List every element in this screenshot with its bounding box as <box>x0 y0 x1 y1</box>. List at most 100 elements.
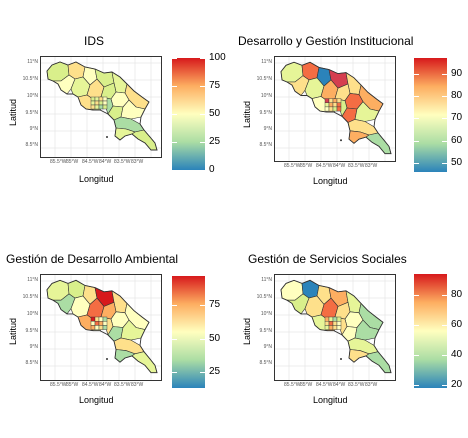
canton-region <box>102 100 108 106</box>
canton-region <box>328 316 334 322</box>
canton-region <box>324 102 330 108</box>
legend-tick-mark <box>442 325 447 326</box>
legend-tick-label: 50 <box>451 157 463 169</box>
y-tick-label: 11°N <box>27 277 38 283</box>
map-plot-area <box>274 56 396 162</box>
map-panel-desarrollo-institucional: Desarrollo y Gestión Institucional Latit… <box>234 0 468 219</box>
legend-tick-mark <box>172 372 177 373</box>
x-tick-label: 83.5°W <box>348 382 365 388</box>
canton-region <box>102 321 108 326</box>
x-tick-label: 83°W <box>365 382 378 388</box>
legend-tick-mark <box>442 163 447 165</box>
legend-tick-label: 90 <box>451 67 463 79</box>
x-tick-label: 83.5°W <box>114 159 131 165</box>
y-tick-label: 11°N <box>261 277 272 283</box>
x-tick-label: 84°W <box>333 163 346 169</box>
y-tick-label: 8.5°N <box>25 360 38 366</box>
legend-tick-mark <box>200 58 205 59</box>
legend-tick-mark <box>172 114 177 115</box>
canton-region <box>90 100 96 106</box>
y-tick-label: 11°N <box>27 59 38 65</box>
y-tick-label: 9.5°N <box>25 110 38 116</box>
legend-tick-label: 80 <box>451 289 463 300</box>
x-tick-label: 85°W <box>300 382 313 388</box>
country-outline <box>280 61 392 155</box>
canton-region <box>98 325 104 330</box>
canton-region <box>90 325 96 330</box>
x-tick-label: 83°W <box>131 159 144 165</box>
legend-tick-label: 70 <box>451 112 463 124</box>
canton-region <box>332 316 338 322</box>
legend-tick-label: 0 <box>209 164 215 175</box>
legend-tick-mark <box>200 372 205 373</box>
canton-region <box>365 132 392 154</box>
island-marker <box>106 358 108 360</box>
color-legend: 100 75 50 25 0 <box>172 52 226 175</box>
canton-region <box>336 102 342 108</box>
x-tick-label: 85°W <box>66 382 79 388</box>
legend-gradient-bar <box>172 58 205 170</box>
canton-region <box>324 106 330 112</box>
color-legend: 90 80 70 60 50 <box>414 58 462 172</box>
panel-title: Desarrollo y Gestión Institucional <box>238 34 414 48</box>
canton-region <box>328 321 334 326</box>
x-tick-label: 84.5°W <box>316 382 333 388</box>
x-tick-label: 85.5°W <box>50 159 67 165</box>
canton-region <box>365 351 392 373</box>
x-axis-label: Longitud <box>79 174 114 184</box>
legend-tick-mark <box>442 295 447 296</box>
legend-tick-mark <box>172 170 177 171</box>
canton-region <box>336 98 342 103</box>
x-tick-label: 85.5°W <box>284 163 301 169</box>
canton-region <box>324 98 330 103</box>
canton-region <box>328 325 334 330</box>
canton-region <box>94 325 100 330</box>
choropleth-map <box>41 275 161 380</box>
y-tick-label: 10°N <box>26 93 38 99</box>
x-tick-label: 84°W <box>99 159 112 165</box>
legend-tick-mark <box>442 355 447 356</box>
legend-tick-label: 50 <box>209 332 221 344</box>
legend-tick-mark <box>200 305 205 307</box>
canton-region <box>332 321 338 326</box>
canton-region <box>131 351 158 373</box>
canton-region <box>328 102 334 108</box>
choropleth-map <box>41 57 161 157</box>
y-tick-label: 10.5°N <box>256 76 272 82</box>
canton-region <box>336 106 342 112</box>
canton-region <box>332 98 338 103</box>
legend-tick-mark <box>200 142 205 143</box>
y-tick-label: 9°N <box>29 126 38 132</box>
y-tick-label: 9.5°N <box>259 110 272 116</box>
canton-region <box>98 316 104 322</box>
legend-tick-label: 80 <box>451 90 463 101</box>
y-tick-label: 10°N <box>260 311 272 317</box>
panel-title: IDS <box>84 34 105 48</box>
canton-region <box>324 325 330 330</box>
canton-region <box>102 325 108 330</box>
y-axis-label: Latitud <box>8 317 18 345</box>
map-plot-area <box>40 274 162 381</box>
legend-tick-label: 75 <box>209 299 221 311</box>
legend-tick-mark <box>442 96 447 97</box>
canton-region <box>102 96 108 102</box>
legend-tick-mark <box>414 295 419 296</box>
y-tick-label: 10°N <box>26 311 38 317</box>
y-tick-label: 8.5°N <box>25 142 38 148</box>
choropleth-map <box>275 275 395 380</box>
y-axis-label: Latitud <box>242 100 252 128</box>
canton-region <box>94 321 100 326</box>
legend-tick-mark <box>414 140 419 142</box>
y-tick-label: 10.5°N <box>22 294 38 300</box>
legend-tick-label: 60 <box>451 134 463 146</box>
x-tick-label: 85°W <box>300 163 313 169</box>
canton-region <box>94 96 100 102</box>
choropleth-map <box>275 57 395 161</box>
legend-tick-mark <box>414 325 419 326</box>
x-tick-label: 84.5°W <box>82 382 99 388</box>
legend-tick-label: 50 <box>209 108 221 119</box>
legend-tick-label: 25 <box>209 366 221 377</box>
y-tick-label: 10.5°N <box>256 294 272 300</box>
legend-tick-mark <box>414 96 419 97</box>
y-tick-label: 8.5°N <box>259 142 272 148</box>
